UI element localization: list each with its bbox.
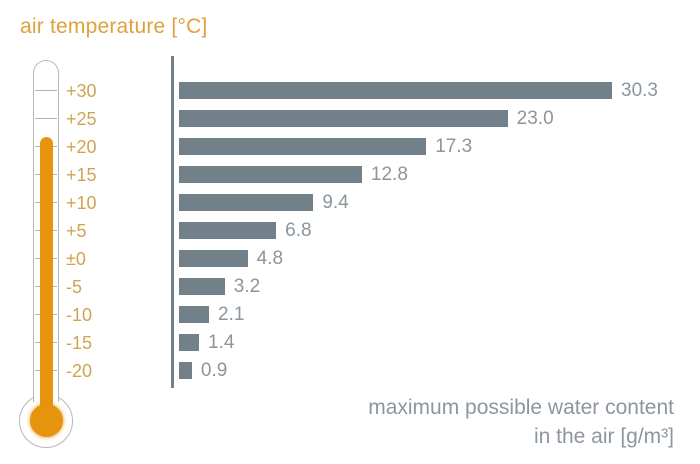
- bar: [179, 222, 277, 239]
- bar-value-label: 4.8: [256, 247, 284, 269]
- temperature-label: -15: [66, 332, 93, 353]
- bar: [179, 250, 248, 267]
- bar-value-label: 1.4: [208, 331, 235, 353]
- bar: [179, 82, 612, 99]
- temperature-label: +20: [66, 136, 97, 157]
- thermometer-tick: [35, 89, 57, 92]
- chart-title: air temperature [°C]: [20, 15, 208, 38]
- temperature-label: +10: [66, 192, 97, 213]
- bar-value-label: 12.8: [370, 163, 408, 185]
- bar: [179, 278, 225, 295]
- bar-value-label: 17.3: [435, 135, 473, 157]
- bar-value-label: 3.2: [233, 275, 261, 297]
- x-axis-caption: maximum possible water content in the ai…: [368, 393, 674, 451]
- temperature-label: +5: [66, 220, 87, 241]
- bar: [179, 306, 209, 323]
- temperature-label: -5: [66, 276, 83, 297]
- bar: [179, 362, 192, 379]
- bar: [179, 138, 427, 155]
- temperature-label: -10: [66, 304, 93, 325]
- bar-value-label: 23.0: [516, 107, 554, 129]
- bar: [179, 110, 508, 127]
- thermometer-mercury-bulb: [30, 404, 63, 437]
- temperature-label: ±0: [66, 248, 86, 269]
- bar: [179, 334, 199, 351]
- temperature-label: -20: [66, 360, 93, 381]
- caption-line-2: in the air [g/m³]: [533, 425, 674, 448]
- caption-line-1: maximum possible water content: [368, 396, 674, 419]
- bar-value-label: 2.1: [218, 303, 245, 325]
- temperature-label: +15: [66, 164, 97, 185]
- bar: [179, 194, 314, 211]
- y-axis-line: [171, 56, 174, 388]
- temperature-label: +30: [66, 80, 97, 101]
- thermometer-tick: [35, 117, 57, 120]
- thermometer-mercury-column: [40, 137, 53, 422]
- bar-value-label: 30.3: [621, 79, 658, 101]
- temperature-label: +25: [66, 108, 97, 129]
- bar-value-label: 0.9: [200, 359, 228, 381]
- bar-value-label: 6.8: [285, 219, 312, 241]
- bar-value-label: 9.4: [322, 191, 349, 213]
- bar: [179, 166, 362, 183]
